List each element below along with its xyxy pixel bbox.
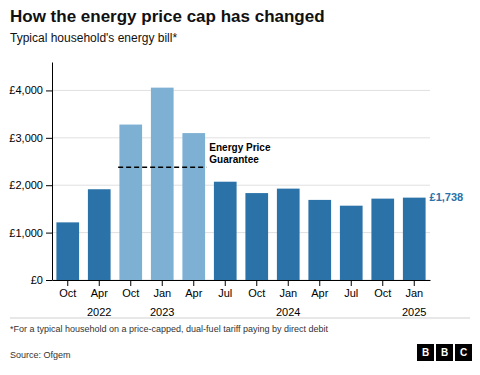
y-tick-label: £1,000 [9,227,43,239]
y-tick-label: £3,000 [9,132,43,144]
x-tick-label: Jul [344,287,358,299]
x-tick: Oct [374,280,391,299]
reference-label: Energy PriceGuarantee [209,142,271,165]
logo: BBC [417,344,472,361]
x-tick-mark [288,280,289,286]
separator [10,318,470,319]
x-tick: Jan [279,280,297,299]
x-tick-mark [99,280,100,286]
bar [371,199,394,280]
reference-label-line: Guarantee [209,154,259,165]
x-tick-mark [351,280,352,286]
bar [214,182,237,280]
x-axis: Oct Apr Oct Jan Apr Jul Oct Jan Apr Jul Oct Jan [53,280,431,299]
x-tick: Apr [185,280,202,299]
logo-box [417,344,434,361]
x-tick-mark [319,280,320,286]
year-label: 2022 [87,306,111,318]
bar [119,125,142,280]
logo-letter: B [422,347,429,358]
bar [277,189,300,280]
logo-box [455,344,472,361]
x-tick-label: Apr [91,287,108,299]
x-tick-label: Jan [153,287,171,299]
x-tick-mark [67,280,68,286]
x-tick: Oct [59,280,76,299]
year-label: 2023 [150,306,174,318]
y-tick: £1,000 [9,227,52,239]
y-tick-mark [46,185,52,186]
x-tick: Jul [218,280,232,299]
x-tick: Apr [91,280,108,299]
x-tick-label: Oct [374,287,391,299]
x-tick-label: Oct [122,287,139,299]
x-tick-mark [193,280,194,286]
x-tick: Jul [344,280,358,299]
x-tick: Oct [248,280,265,299]
footnote: *For a typical household on a price-capp… [10,324,329,334]
x-tick: Jan [153,280,171,299]
y-tick-label: £4,000 [9,84,43,96]
y-tick: £4,000 [9,84,52,96]
source: Source: Ofgem [10,350,71,360]
x-tick-mark [225,280,226,286]
y-tick-label: £2,000 [9,179,43,191]
x-tick-label: Jan [405,287,423,299]
year-labels: 2022 2023 2024 2025 [87,306,426,318]
bar [245,193,268,280]
year-label: 2025 [402,306,426,318]
x-axis-line [53,280,431,281]
x-tick-mark [130,280,131,286]
grid [52,90,430,280]
marks [56,88,425,280]
y-axis-line [52,63,53,281]
x-tick-label: Apr [311,287,328,299]
x-tick: Oct [122,280,139,299]
y-tick: £0 [31,274,52,286]
chart: How the energy price cap has changed Typi… [0,0,480,375]
logo-letter: B [441,347,448,358]
x-tick-mark [256,280,257,286]
x-tick-label: Jul [218,287,232,299]
plot: £0 £1,000 £2,000 £3,000 £4,000 Oct Apr Oct Jan Ap… [9,63,463,319]
x-tick-mark [414,280,415,286]
reference-label-line: Energy Price [209,142,271,153]
bar [151,88,174,280]
y-tick: £2,000 [9,179,52,191]
subtitle: Typical household's energy bill* [10,31,177,45]
reference-line [118,166,206,168]
x-tick-label: Jan [279,287,297,299]
y-tick-mark [46,280,52,281]
y-tick-mark [46,90,52,91]
grid-line [52,137,430,138]
bar [308,200,331,280]
x-tick: Apr [311,280,328,299]
x-tick-label: Oct [59,287,76,299]
value-label: £1,738 [430,191,464,203]
x-tick-mark [382,280,383,286]
x-tick-label: Apr [185,287,202,299]
logo-letter: C [460,347,467,358]
logo-box [436,344,453,361]
y-tick: £3,000 [9,132,52,144]
bar [88,189,111,280]
bar [403,198,426,280]
y-tick-mark [46,233,52,234]
title: How the energy price cap has changed [10,7,325,26]
y-tick-label: £0 [31,274,43,286]
year-label: 2024 [276,306,300,318]
bar [182,133,205,280]
x-tick-mark [162,280,163,286]
x-tick-label: Oct [248,287,265,299]
bar [340,206,363,280]
grid-line [52,185,430,186]
x-tick: Jan [405,280,423,299]
y-tick-mark [46,138,52,139]
y-axis: £0 £1,000 £2,000 £3,000 £4,000 [9,63,52,287]
bar [56,222,79,280]
grid-line [52,90,430,91]
value-labels: £1,738 [430,191,464,203]
